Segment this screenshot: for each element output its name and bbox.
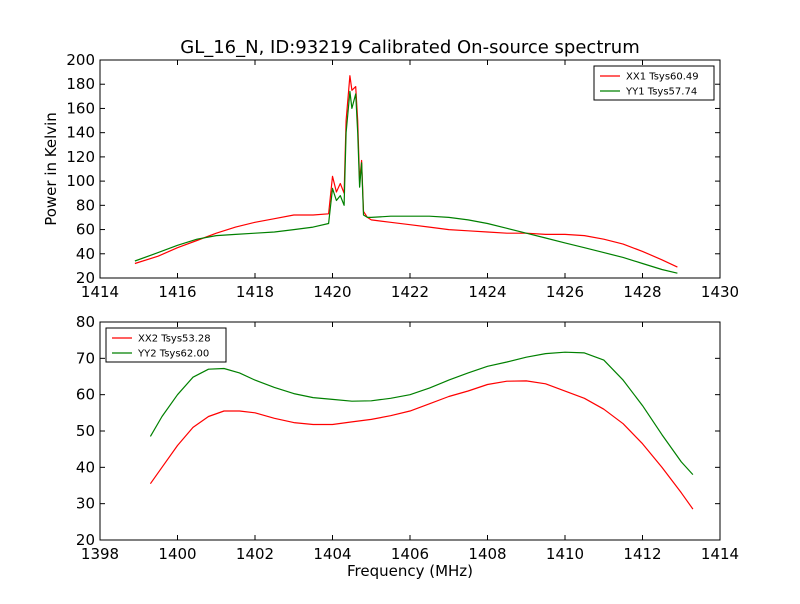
- x-tick-label: 1428: [623, 283, 661, 301]
- series-line-2-1: [149, 380, 694, 510]
- x-tick-label: 1418: [236, 283, 274, 301]
- legend: XX1 Tsys60.49 YY1 Tsys57.74: [593, 65, 715, 101]
- x-tick-label: 1414: [701, 545, 739, 563]
- series-line-2-2: [149, 351, 694, 476]
- x-tick-label: 1398: [81, 545, 119, 563]
- y-tick-label: 30: [76, 495, 95, 513]
- legend-box: [105, 327, 227, 363]
- y-tick-label: 120: [66, 148, 95, 166]
- x-tick-label: 1416: [158, 283, 196, 301]
- y-tick-label: 40: [76, 245, 95, 263]
- y-tick-label: 200: [66, 51, 95, 69]
- series-line-1-1: [134, 75, 678, 268]
- x-tick-label: 1402: [236, 545, 274, 563]
- y-axis-label: Power in Kelvin: [42, 112, 60, 226]
- y-tick-label: 80: [76, 196, 95, 214]
- bottom-spectrum-plot: 1398 1400 1402 1404 1406 1408 1410 1412 1414 20 30…: [76, 313, 739, 563]
- x-tick-label: 1406: [391, 545, 429, 563]
- x-tick-label: 1400: [158, 545, 196, 563]
- x-tick-label: 1426: [546, 283, 584, 301]
- legend-label: XX1 Tsys60.49: [626, 72, 699, 83]
- x-tick-label: 1430: [701, 283, 739, 301]
- x-tick-label: 1422: [391, 283, 429, 301]
- x-tick-label: 1420: [313, 283, 351, 301]
- x-tick-label: 1414: [81, 283, 119, 301]
- x-tick-label: 1410: [546, 545, 584, 563]
- y-tick-label: 80: [76, 313, 95, 331]
- legend-label: XX2 Tsys53.28: [138, 334, 211, 345]
- x-tick-label: 1404: [313, 545, 351, 563]
- y-tick-label: 20: [76, 531, 95, 549]
- y-tick-label: 180: [66, 75, 95, 93]
- legend-label: YY2 Tsys62.00: [137, 349, 209, 360]
- x-tick-label: 1412: [623, 545, 661, 563]
- chart-title: GL_16_N, ID:93219 Calibrated On-source s…: [180, 37, 639, 58]
- y-tick-label: 60: [76, 221, 95, 239]
- y-tick-label: 70: [76, 349, 95, 367]
- y-tick-label: 40: [76, 458, 95, 476]
- series-line-1-2: [134, 90, 678, 274]
- y-tick-label: 60: [76, 386, 95, 404]
- y-tick-label: 160: [66, 99, 95, 117]
- y-tick-label: 140: [66, 124, 95, 142]
- top-spectrum-plot: 1414 1416 1418 1420 1422 1424 1426 1428 1430 20 40…: [66, 51, 739, 301]
- legend: XX2 Tsys53.28 YY2 Tsys62.00: [105, 327, 227, 363]
- y-tick-label: 50: [76, 422, 95, 440]
- x-tick-label: 1424: [468, 283, 506, 301]
- legend-box: [593, 65, 715, 101]
- y-tick-label: 20: [76, 269, 95, 287]
- y-tick-label: 100: [66, 172, 95, 190]
- x-axis-label: Frequency (MHz): [347, 562, 473, 580]
- x-tick-label: 1408: [468, 545, 506, 563]
- legend-label: YY1 Tsys57.74: [625, 87, 697, 98]
